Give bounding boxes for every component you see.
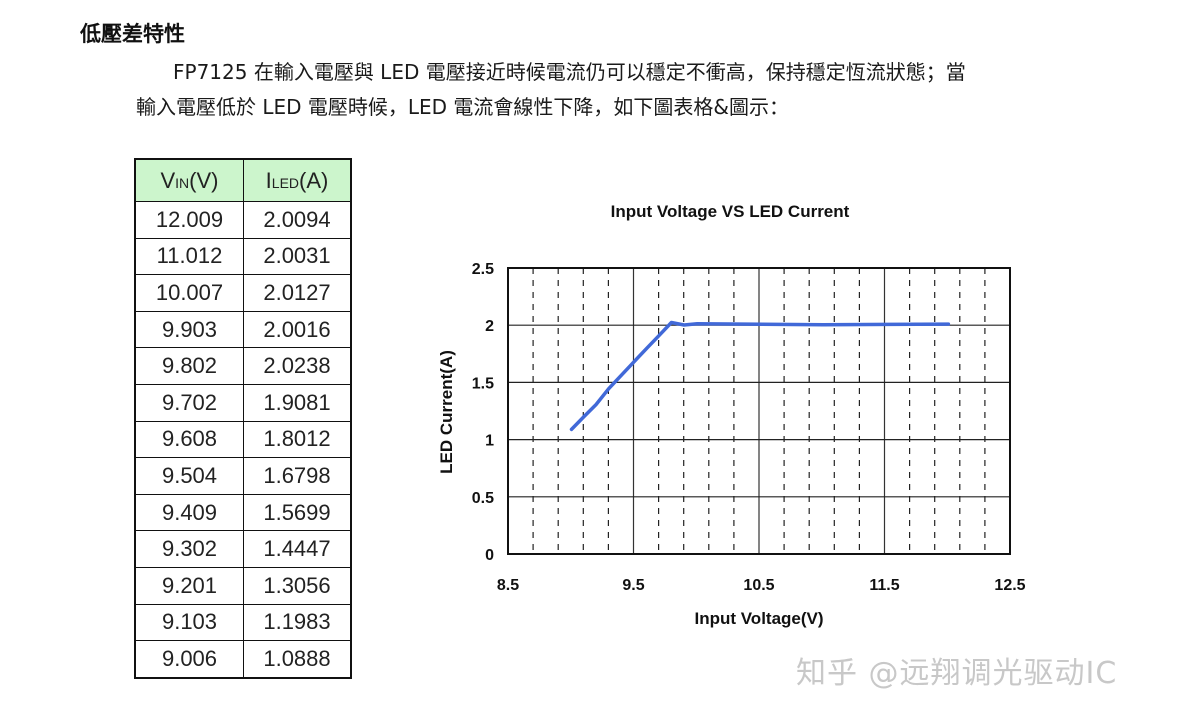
table-row: 9.103 1.1983 <box>134 603 352 642</box>
line-chart: Input Voltage VS LED Current 0 0.5 1 1.5 2 2.… <box>420 190 1060 640</box>
watermark: 知乎 @远翔调光驱动IC <box>796 656 1118 691</box>
cell-vin: 9.903 <box>134 310 244 349</box>
cell-iled: 1.3056 <box>243 566 352 605</box>
cell-iled: 1.0888 <box>243 640 352 679</box>
y-tick-label: 2.5 <box>472 261 494 278</box>
y-axis-label: LED Current(A) <box>437 350 456 474</box>
x-tick-label: 9.5 <box>622 577 644 594</box>
x-tick-label: 8.5 <box>497 577 519 594</box>
cell-iled: 1.9081 <box>243 383 352 422</box>
cell-vin: 10.007 <box>134 274 244 312</box>
paragraph-line-2: 輸入電壓低於 LED 電壓時候，LED 電流會線性下降，如下圖表格&圖示： <box>136 95 790 119</box>
table-row: 9.903 2.0016 <box>134 310 352 349</box>
table-row: 9.302 1.4447 <box>134 530 352 568</box>
y-tick-label: 2 <box>485 318 494 335</box>
table-row: 12.009 2.0094 <box>134 201 352 239</box>
cell-vin: 9.802 <box>134 347 244 385</box>
x-axis-ticks: 8.5 9.5 10.5 11.5 12.5 <box>497 577 1026 594</box>
cell-iled: 1.5699 <box>243 493 352 532</box>
y-tick-label: 1.5 <box>472 375 494 392</box>
table-row: 9.201 1.3056 <box>134 566 352 605</box>
cell-vin: 11.012 <box>134 237 244 276</box>
cell-vin: 9.201 <box>134 566 244 605</box>
table-row: 9.608 1.8012 <box>134 420 352 459</box>
table-row: 9.802 2.0238 <box>134 347 352 385</box>
cell-vin: 12.009 <box>134 201 244 239</box>
chart-svg: Input Voltage VS LED Current 00.511.522.… <box>437 202 1026 628</box>
y-tick-label: 1 <box>485 433 494 450</box>
cell-iled: 1.8012 <box>243 420 352 459</box>
section-heading: 低壓差特性 <box>80 22 185 46</box>
x-tick-label: 11.5 <box>869 577 899 594</box>
header-iled: ILED(A) <box>243 158 352 202</box>
chart-title: Input Voltage VS LED Current <box>611 202 850 221</box>
chart-grid <box>507 267 1011 555</box>
plot-border <box>507 267 1011 555</box>
y-tick-label: 0.5 <box>472 490 494 507</box>
cell-iled: 2.0238 <box>243 347 352 385</box>
cell-vin: 9.302 <box>134 530 244 568</box>
cell-iled: 2.0031 <box>243 237 352 276</box>
cell-iled: 1.6798 <box>243 457 352 495</box>
y-tick-label: 0 <box>485 547 494 564</box>
table-header-row: VIN(V) ILED(A) <box>134 158 352 202</box>
cell-vin: 9.504 <box>134 457 244 495</box>
table-row: 10.007 2.0127 <box>134 274 352 312</box>
header-vin: VIN(V) <box>134 158 244 202</box>
table-row: 9.006 1.0888 <box>134 640 352 679</box>
cell-iled: 2.0127 <box>243 274 352 312</box>
x-axis-label: Input Voltage(V) <box>694 609 823 628</box>
cell-vin: 9.103 <box>134 603 244 642</box>
x-tick-label: 10.5 <box>743 577 774 594</box>
cell-iled: 2.0016 <box>243 310 352 349</box>
cell-vin: 9.006 <box>134 640 244 679</box>
cell-vin: 9.702 <box>134 383 244 422</box>
cell-iled: 1.1983 <box>243 603 352 642</box>
table-row: 9.409 1.5699 <box>134 493 352 532</box>
series-line <box>569 320 951 432</box>
cell-iled: 1.4447 <box>243 530 352 568</box>
table-row: 11.012 2.0031 <box>134 237 352 276</box>
cell-vin: 9.409 <box>134 493 244 532</box>
cell-iled: 2.0094 <box>243 201 352 239</box>
data-table: VIN(V) ILED(A) 12.009 2.0094 11.012 2.0031 1… <box>134 158 352 679</box>
paragraph-line-1: FP7125 在輸入電壓與 LED 電壓接近時候電流仍可以穩定不衝高，保持穩定恆… <box>173 60 966 84</box>
table-row: 9.504 1.6798 <box>134 457 352 495</box>
cell-vin: 9.608 <box>134 420 244 459</box>
table-row: 9.702 1.9081 <box>134 383 352 422</box>
x-tick-label: 12.5 <box>994 577 1025 594</box>
y-axis-ticks: 0 0.5 1 1.5 2 2.5 <box>472 261 494 564</box>
